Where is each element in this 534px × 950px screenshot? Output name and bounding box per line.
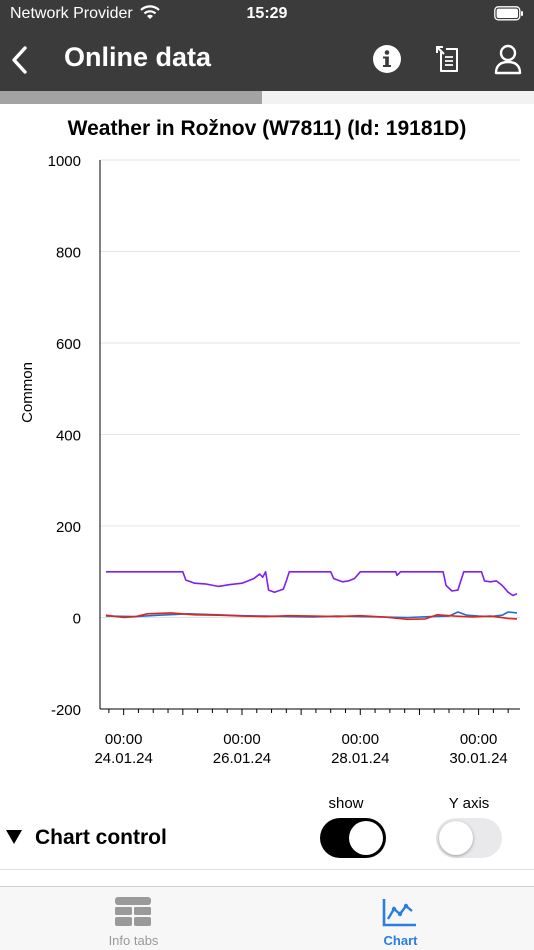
y-tick-label: 400 xyxy=(56,428,81,445)
y-tick-label: 1000 xyxy=(48,153,81,170)
y-axis-toggle[interactable] xyxy=(436,818,502,858)
page-title: Online data xyxy=(64,42,212,72)
triangle-down-icon[interactable] xyxy=(6,830,22,844)
chart-control: show Y axis Chart control xyxy=(0,790,534,870)
clock: 15:29 xyxy=(246,5,288,22)
tab-label: Info tabs xyxy=(108,933,159,948)
x-tick-date: 28.01.24 xyxy=(331,750,389,767)
progress-fill xyxy=(0,91,262,104)
tab-chart[interactable]: Chart xyxy=(267,887,534,950)
show-toggle[interactable] xyxy=(320,818,386,858)
x-tick-time: 00:00 xyxy=(223,731,261,748)
weather-chart[interactable]: -200 0 200 400 600 800 1000 00:00 24.01.24 00:00 2… xyxy=(0,150,534,780)
toggle-knob xyxy=(439,821,473,855)
chart-icon xyxy=(382,899,416,927)
x-tick-time: 00:00 xyxy=(460,731,498,748)
y-axis-label: Y axis xyxy=(448,795,490,812)
chart-control-title[interactable]: Chart control xyxy=(35,826,167,849)
chart-title: Weather in Rožnov (W7811) (Id: 19181D) xyxy=(67,117,467,140)
y-tick-label: 800 xyxy=(56,245,81,262)
loading-progress xyxy=(0,91,534,104)
table-icon xyxy=(115,897,151,926)
y-tick-label: 0 xyxy=(73,611,81,628)
info-icon[interactable] xyxy=(372,44,402,74)
y-tick-label: -200 xyxy=(51,702,81,719)
export-icon[interactable] xyxy=(434,43,462,75)
x-tick-date: 30.01.24 xyxy=(449,750,507,767)
series-line-1 xyxy=(105,570,518,597)
carrier-name: Network Provider xyxy=(10,5,133,22)
x-tick-date: 26.01.24 xyxy=(213,750,271,767)
x-tick-time: 00:00 xyxy=(342,731,380,748)
y-tick-label: 200 xyxy=(56,519,81,536)
divider xyxy=(0,869,534,870)
series-line-3 xyxy=(105,612,518,621)
nav-bar: Online data xyxy=(0,28,534,91)
wifi-icon xyxy=(140,5,160,19)
x-tick-date: 24.01.24 xyxy=(94,750,152,767)
user-icon[interactable] xyxy=(493,43,523,75)
show-label: show xyxy=(328,795,364,812)
toggle-knob xyxy=(349,821,383,855)
status-bar: Network Provider 15:29 xyxy=(0,0,534,28)
tab-info-tabs[interactable]: Info tabs xyxy=(0,887,267,950)
x-tick-time: 00:00 xyxy=(105,731,143,748)
tab-bar: Info tabs Chart xyxy=(0,886,534,950)
chevron-left-icon[interactable] xyxy=(8,42,32,78)
battery-icon xyxy=(494,6,523,21)
y-axis-label: Common xyxy=(19,362,36,423)
tab-label: Chart xyxy=(383,933,418,948)
y-tick-label: 600 xyxy=(56,336,81,353)
